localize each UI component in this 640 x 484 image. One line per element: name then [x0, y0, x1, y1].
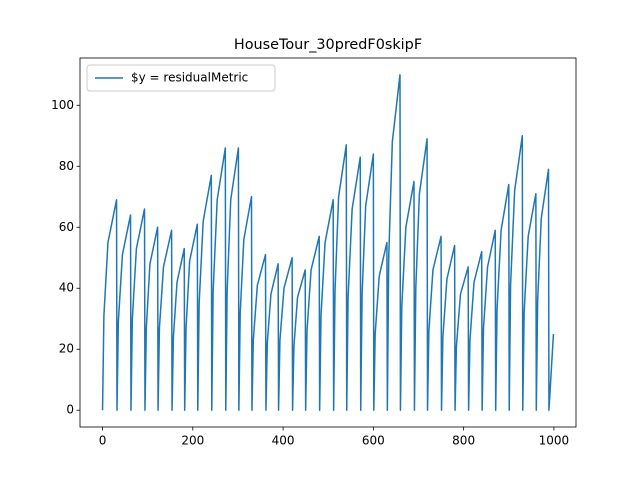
x-tick-label: 200 — [181, 434, 204, 448]
x-tick-label: 400 — [272, 434, 295, 448]
legend-box — [86, 64, 276, 92]
y-tick-label: 20 — [59, 342, 74, 356]
chart-title: HouseTour_30predF0skipF — [234, 37, 422, 53]
y-tick-label: 60 — [59, 220, 74, 234]
data-line — [101, 74, 555, 411]
x-tick-label: 1000 — [539, 434, 570, 448]
x-tick-label: 600 — [362, 434, 385, 448]
x-tick-label: 0 — [99, 434, 107, 448]
y-tick-label: 40 — [59, 281, 74, 295]
axes-frame — [79, 57, 577, 428]
y-tick-label: 100 — [51, 98, 74, 112]
legend-label: $y = residualMetric — [131, 71, 248, 85]
y-tick-label: 0 — [66, 403, 74, 417]
x-tick-label: 800 — [452, 434, 475, 448]
y-tick-label: 80 — [59, 159, 74, 173]
